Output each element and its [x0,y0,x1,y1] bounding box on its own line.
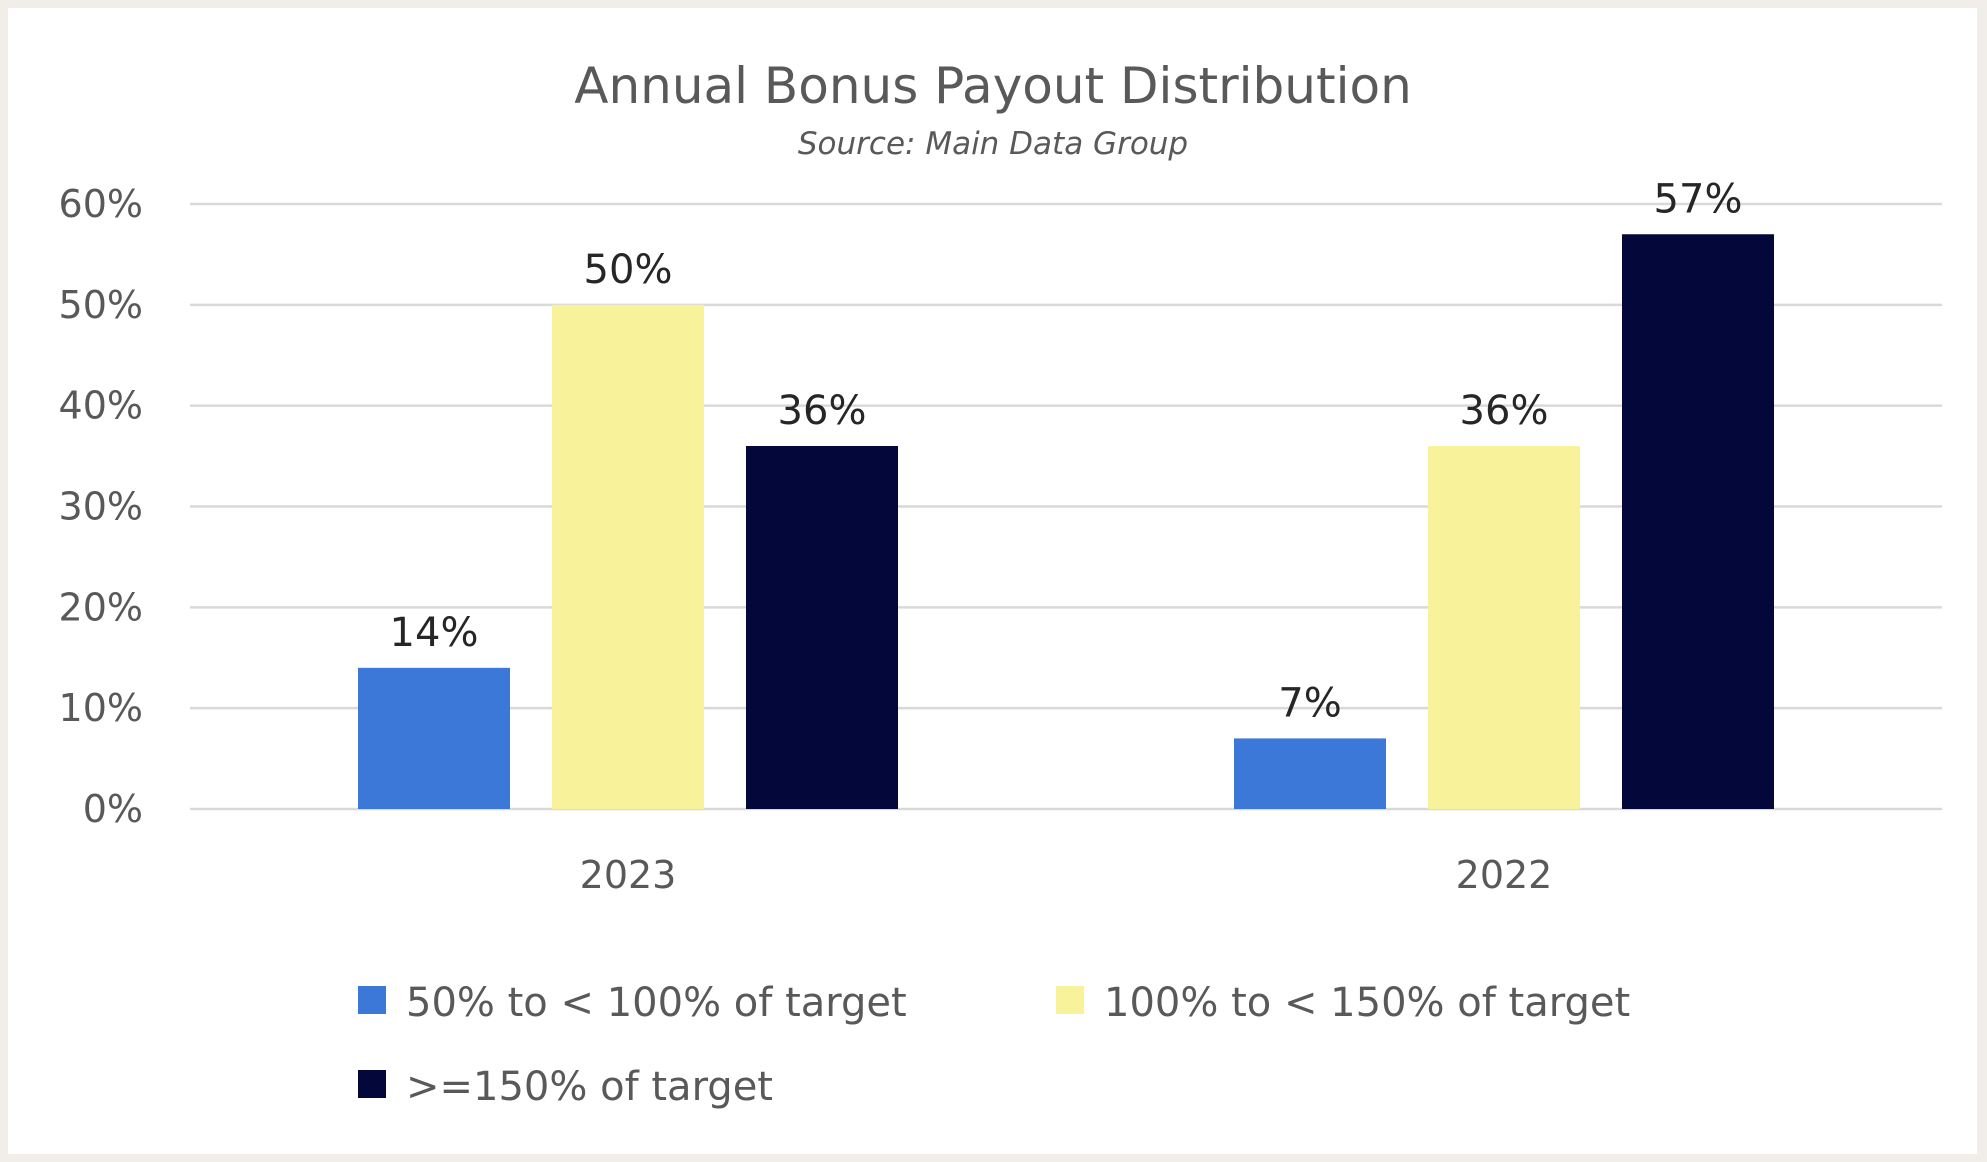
bar-2022-series-3 [1622,234,1774,809]
legend-label: 100% to < 150% of target [1104,980,1630,1026]
bar-2023-series-3 [746,446,898,809]
data-label: 36% [778,388,867,434]
y-tick-label: 60% [59,182,143,226]
y-tick-label: 10% [59,686,143,730]
data-label: 50% [584,247,673,293]
x-category-label: 2023 [580,853,677,897]
y-tick-label: 30% [59,485,143,529]
legend-swatch [358,986,386,1014]
legend-label: 50% to < 100% of target [406,980,907,1026]
data-label: 57% [1654,176,1743,222]
legend-swatch [358,1070,386,1098]
chart: Annual Bonus Payout Distribution Source:… [59,57,1942,1110]
data-label: 14% [390,610,479,656]
data-labels: 14% 50% 36% 7% 36% 57% [390,176,1743,726]
bar-2023-series-1 [358,667,510,809]
data-label: 36% [1460,388,1549,434]
bar-2023-series-2 [552,304,704,809]
legend-swatch [1056,986,1084,1014]
y-axis-ticks: 0% 10% 20% 30% 40% 50% 60% [59,182,143,831]
y-tick-label: 0% [83,787,143,831]
y-tick-label: 20% [59,585,143,629]
data-label: 7% [1278,680,1341,726]
bars [358,234,1774,809]
chart-frame: Annual Bonus Payout Distribution Source:… [8,8,1977,1154]
legend: 50% to < 100% of target 100% to < 150% of… [358,980,1630,1110]
chart-title: Annual Bonus Payout Distribution [574,57,1412,115]
x-axis-categories: 2023 2022 [580,853,1553,897]
chart-subtitle: Source: Main Data Group [798,126,1188,162]
bar-2022-series-1 [1234,738,1386,809]
y-tick-label: 40% [59,384,143,428]
x-category-label: 2022 [1456,853,1553,897]
y-tick-label: 50% [59,283,143,327]
legend-label: >=150% of target [406,1064,773,1110]
bar-2022-series-2 [1428,446,1580,809]
